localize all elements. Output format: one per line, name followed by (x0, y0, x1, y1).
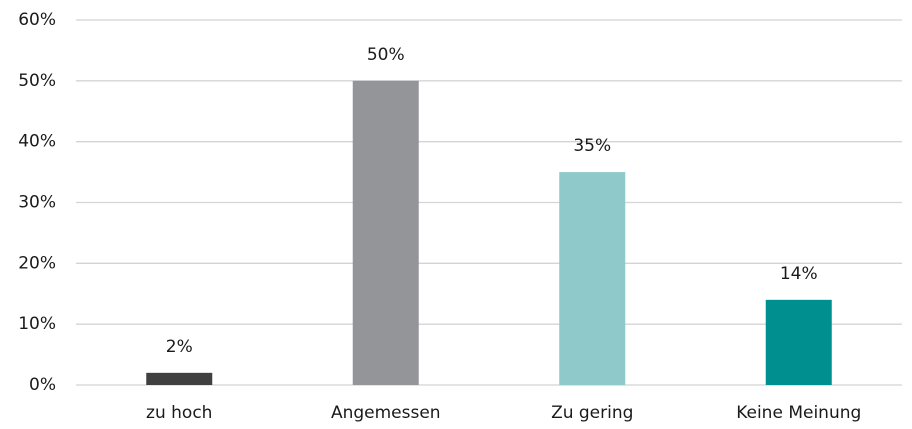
y-tick-label: 40% (18, 132, 56, 152)
value-label: 35% (573, 136, 611, 156)
y-tick-label: 30% (18, 193, 56, 213)
bar (352, 80, 419, 385)
bar (765, 299, 832, 385)
y-tick-label: 50% (18, 71, 56, 91)
x-tick-label: Zu gering (551, 403, 633, 423)
value-label: 14% (780, 264, 818, 284)
y-tick-label: 10% (18, 314, 56, 334)
x-tick-label: Keine Meinung (736, 403, 861, 423)
value-label: 2% (166, 337, 193, 357)
x-tick-label: Angemessen (331, 403, 441, 423)
bar (559, 172, 626, 385)
y-tick-label: 20% (18, 253, 56, 273)
x-tick-label: zu hoch (146, 403, 212, 423)
y-tick-label: 0% (29, 375, 56, 395)
value-label: 50% (367, 45, 405, 65)
y-tick-label: 60% (18, 10, 56, 30)
bar (146, 372, 213, 385)
